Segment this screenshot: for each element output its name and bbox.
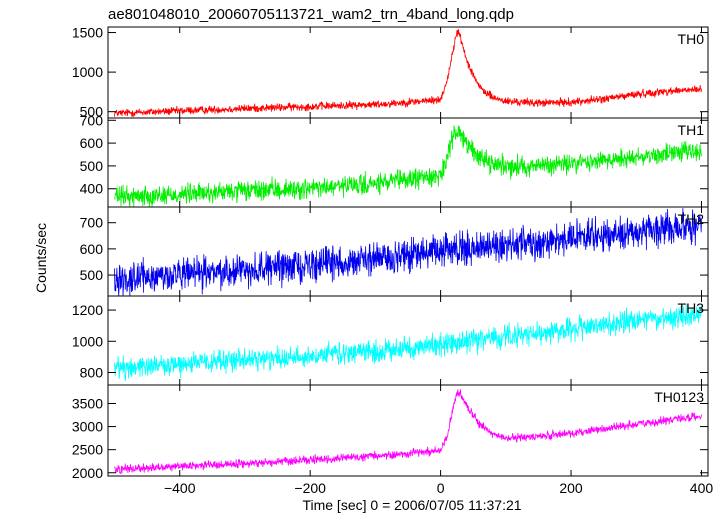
y-tick-label: 500	[80, 158, 104, 174]
panels: 500 1000 1500 TH0 400 500 600 700 TH1 500 600 700 TH…	[72, 25, 714, 496]
panel-frame	[107, 295, 709, 386]
series-th2	[114, 208, 702, 297]
panel-th2: 500 600 700 TH2	[80, 206, 709, 297]
panel-label-th3: TH3	[678, 300, 705, 316]
y-tick-label: 600	[80, 135, 104, 151]
y-tick-label: 1200	[72, 302, 103, 318]
series-th0123	[114, 389, 702, 474]
panel-th0: 500 1000 1500 TH0	[72, 25, 709, 120]
panel-label-th1: TH1	[678, 122, 705, 138]
y-tick-label: 600	[80, 241, 104, 257]
y-tick-label: 1000	[72, 64, 103, 80]
x-tick-label: 400	[690, 480, 714, 496]
series-th0	[114, 29, 702, 118]
y-tick-label: 3000	[72, 419, 103, 435]
y-tick-label: 500	[80, 267, 104, 283]
x-axis: −400 −200 0 200 400	[164, 480, 713, 496]
y-tick-label: 800	[80, 365, 104, 381]
panel-frame	[107, 206, 709, 297]
series-th1	[114, 125, 702, 208]
chart-title: ae801048010_20060705113721_wam2_trn_4ban…	[108, 6, 514, 23]
y-tick-label: 500	[80, 104, 104, 120]
x-tick-label: −200	[294, 480, 326, 496]
y-tick-label: 1000	[72, 333, 103, 349]
y-axis-label: Counts/sec	[33, 223, 49, 293]
x-tick-label: 200	[559, 480, 583, 496]
panel-th0123: 2000 2500 3000 3500 TH0123	[72, 384, 709, 481]
panel-label-th2: TH2	[678, 211, 705, 227]
y-tick-label: 1500	[72, 25, 103, 41]
panel-th3: 800 1000 1200 TH3	[72, 295, 709, 386]
y-tick-label: 700	[80, 215, 104, 231]
panel-th1: 400 500 600 700 TH1	[80, 112, 709, 208]
x-tick-label: 0	[437, 480, 445, 496]
y-tick-label: 700	[80, 112, 104, 128]
y-tick-label: 2500	[72, 442, 103, 458]
panel-label-th0: TH0	[678, 31, 705, 47]
y-tick-label: 3500	[72, 395, 103, 411]
series-th3	[114, 303, 702, 381]
x-axis-label: Time [sec] 0 = 2006/07/05 11:37:21	[302, 497, 521, 513]
x-tick-label: −400	[164, 480, 196, 496]
panel-frame	[107, 384, 709, 477]
y-tick-label: 400	[80, 181, 104, 197]
y-tick-label: 2000	[72, 465, 103, 481]
panel-label-th0123: TH0123	[654, 389, 704, 405]
